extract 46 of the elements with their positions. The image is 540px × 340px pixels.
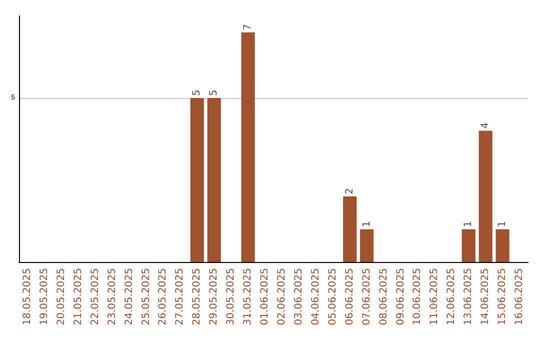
x-tick-label: 21.05.2025 [72,268,84,326]
x-tick-label: 04.06.2025 [310,268,322,326]
x-tick-label: 30.05.2025 [226,268,237,326]
x-tick-label: 07.06.2025 [361,268,372,326]
data-label: 7 [242,24,254,30]
x-tick-label: 13.06.2025 [463,268,474,326]
bar [343,196,357,262]
bar [478,130,492,262]
data-label: 1 [463,220,474,228]
x-tick-label: 29.05.2025 [208,268,220,326]
x-tick-label: 16.06.2025 [514,268,526,326]
x-tick-label: 09.06.2025 [395,268,406,326]
data-label: 5 [192,90,203,96]
data-label: 4 [480,122,492,129]
bar [360,229,374,262]
x-tick-label: 19.05.2025 [38,268,50,326]
x-tick-label: 03.06.2025 [293,268,304,326]
data-label: 1 [497,220,508,228]
x-tick-label: 24.05.2025 [124,268,135,326]
x-tick-label: 05.06.2025 [327,268,338,326]
x-tick-label: 08.06.2025 [378,268,390,326]
x-tick-label: 22.05.2025 [90,268,101,326]
bar [462,229,476,262]
x-tick-label: 12.06.2025 [446,268,458,326]
data-label: 1 [361,220,372,228]
x-tick-label: 25.05.2025 [140,268,152,326]
data-label: 5 [208,90,220,96]
x-tick-label: 02.06.2025 [276,268,288,326]
x-tick-label: 15.06.2025 [497,268,508,326]
x-tick-label: 27.05.2025 [174,268,186,326]
bar [207,98,221,262]
x-tick-label: 10.06.2025 [412,268,424,326]
x-tick-label: 06.06.2025 [344,268,356,326]
x-tick-label: 28.05.2025 [192,268,203,326]
x-tick-label: 01.06.2025 [260,268,271,326]
x-tick-label: 26.05.2025 [158,268,169,326]
x-tick-label: 11.06.2025 [429,268,440,326]
bar [496,229,510,262]
x-tick-label: 23.05.2025 [106,268,118,326]
data-label: 2 [344,188,356,194]
x-tick-label: 14.06.2025 [480,268,492,326]
x-tick-label: 18.05.2025 [22,268,33,326]
bar [241,32,255,262]
x-tick-label: 20.05.2025 [56,268,67,326]
bar [190,98,204,262]
x-tick-label: 31.05.2025 [242,268,254,326]
